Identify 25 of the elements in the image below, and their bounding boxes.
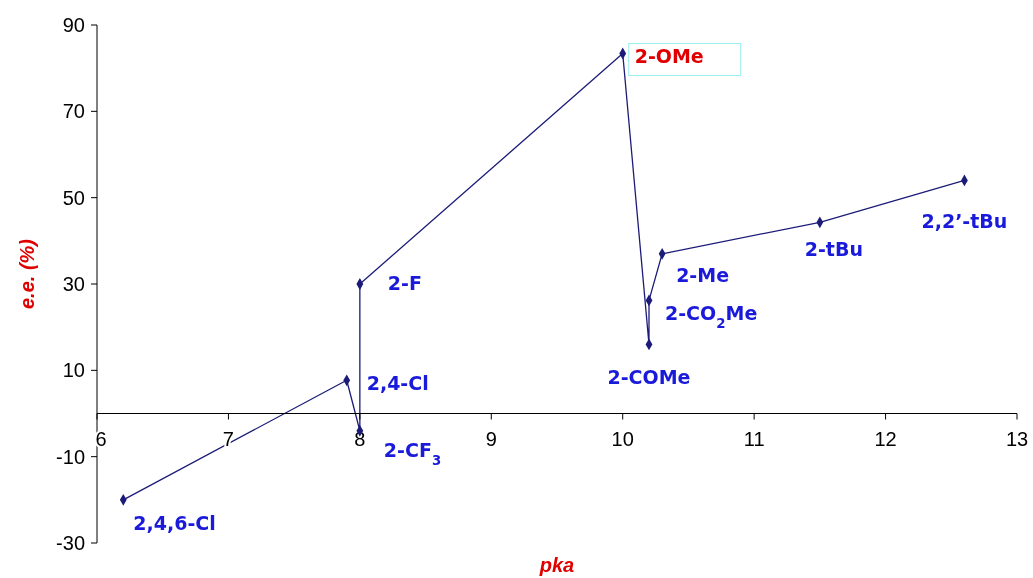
annotation: 2-CO$_{2}$Me (665, 302, 758, 331)
annotation: 2,4-Cl (366, 372, 429, 395)
x-tick-label: 13 (1005, 427, 1029, 450)
y-axis-title: e.e. (%) (16, 238, 38, 310)
annotation: 2-CF$_{3}$ (383, 438, 442, 468)
annotation: 2-Me (676, 263, 730, 286)
y-tick-label: 50 (62, 186, 85, 209)
x-tick-label: 9 (485, 427, 497, 450)
y-tick-label: -10 (56, 445, 85, 468)
y-tick-label: -30 (56, 532, 85, 554)
x-axis-title: pka (538, 554, 575, 576)
x-tick-label: 11 (743, 427, 765, 450)
y-tick-label: 90 (62, 14, 85, 36)
annotation: 2-OMe (634, 45, 704, 68)
annotation: 2-F (387, 272, 422, 294)
y-tick-label: 70 (62, 100, 85, 123)
y-tick-label: 10 (62, 359, 85, 382)
x-tick-label: 12 (874, 427, 897, 450)
annotation: 2-COMe (607, 366, 691, 389)
annotation: 2,4,6-Cl (133, 511, 216, 534)
x-tick-label: 6 (95, 427, 107, 450)
x-tick-label: 10 (611, 427, 634, 450)
y-tick-label: 30 (62, 273, 85, 295)
annotation: 2-tBu (804, 238, 863, 261)
annotation: 2,2’-tBu (921, 210, 1008, 233)
